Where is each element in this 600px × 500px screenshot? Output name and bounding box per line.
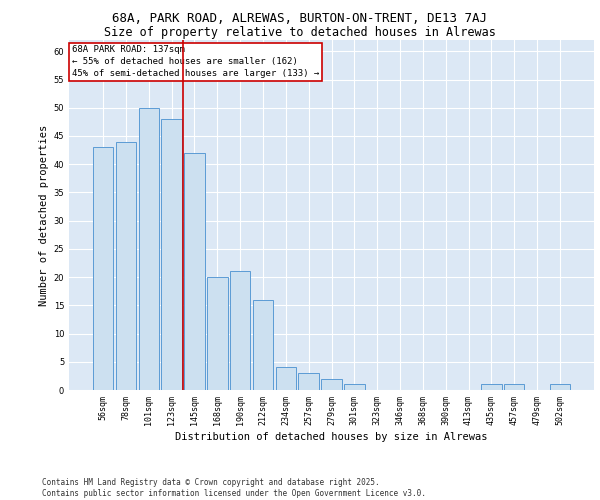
Bar <box>230 272 250 390</box>
Text: 68A, PARK ROAD, ALREWAS, BURTON-ON-TRENT, DE13 7AJ: 68A, PARK ROAD, ALREWAS, BURTON-ON-TRENT… <box>113 12 487 26</box>
Bar <box>161 119 182 390</box>
Bar <box>207 277 227 390</box>
Text: 68A PARK ROAD: 137sqm
← 55% of detached houses are smaller (162)
45% of semi-det: 68A PARK ROAD: 137sqm ← 55% of detached … <box>71 46 319 78</box>
Bar <box>298 373 319 390</box>
Bar <box>504 384 524 390</box>
Text: Contains HM Land Registry data © Crown copyright and database right 2025.
Contai: Contains HM Land Registry data © Crown c… <box>42 478 426 498</box>
Bar <box>550 384 570 390</box>
Bar <box>184 153 205 390</box>
Bar <box>93 148 113 390</box>
Bar <box>481 384 502 390</box>
X-axis label: Distribution of detached houses by size in Alrewas: Distribution of detached houses by size … <box>175 432 488 442</box>
Bar <box>116 142 136 390</box>
Text: Size of property relative to detached houses in Alrewas: Size of property relative to detached ho… <box>104 26 496 39</box>
Bar <box>275 368 296 390</box>
Bar <box>253 300 273 390</box>
Bar <box>139 108 159 390</box>
Bar <box>344 384 365 390</box>
Bar <box>321 378 342 390</box>
Y-axis label: Number of detached properties: Number of detached properties <box>40 124 49 306</box>
